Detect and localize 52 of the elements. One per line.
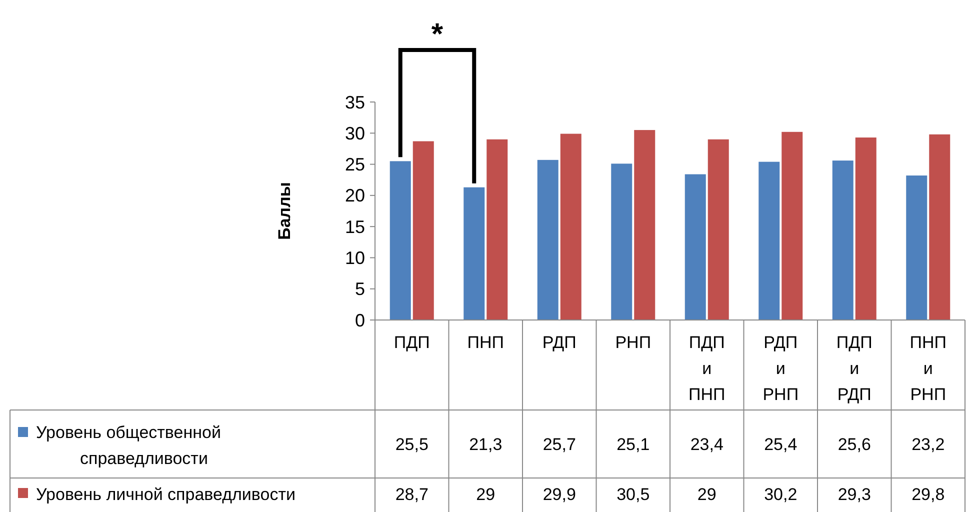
y-tick-label: 5 — [354, 279, 365, 300]
data-label: 29,3 — [838, 484, 871, 504]
data-label: 29,8 — [912, 484, 945, 504]
bar — [929, 134, 950, 320]
data-label: 28,7 — [395, 484, 428, 504]
bar — [782, 132, 803, 320]
bar — [560, 134, 582, 320]
data-label: 23,4 — [690, 434, 724, 454]
x-tick-label: РДП — [542, 333, 576, 352]
bar — [412, 141, 434, 320]
bar — [906, 175, 928, 320]
data-label: 29 — [697, 484, 716, 504]
data-label: 25,7 — [542, 434, 576, 454]
bar — [758, 162, 780, 320]
data-label: 30,5 — [616, 484, 650, 504]
data-label: 25,5 — [395, 434, 428, 454]
bar — [855, 138, 876, 320]
data-label: 29,9 — [542, 484, 576, 504]
y-tick-label: 10 — [344, 248, 365, 268]
bar — [634, 130, 656, 320]
x-tick-label: РНП — [615, 333, 652, 352]
data-label: 29 — [476, 484, 496, 504]
data-label: 25,6 — [838, 434, 871, 454]
bar — [684, 174, 706, 320]
x-tick-label: ПНП — [467, 333, 504, 352]
y-tick-label: 15 — [344, 216, 365, 237]
y-axis-title: Баллы — [275, 182, 294, 240]
y-tick-label: 30 — [344, 123, 365, 144]
bar — [464, 187, 485, 320]
data-label: 23,2 — [912, 434, 945, 454]
x-tick-label: ПДП и ПНП — [688, 333, 726, 404]
y-tick-label: 0 — [354, 310, 365, 330]
text: * — [431, 18, 444, 51]
bar — [708, 139, 729, 320]
y-tick-label: 20 — [344, 186, 365, 206]
bar — [390, 161, 411, 320]
data-label: 25,1 — [616, 434, 650, 454]
data-label: 25,4 — [764, 434, 798, 454]
bar — [537, 160, 558, 320]
data-label: 21,3 — [469, 434, 502, 454]
data-label: 30,2 — [764, 484, 798, 504]
x-tick-label: ПДП и РДП — [836, 333, 872, 404]
y-tick-label: 35 — [344, 92, 365, 112]
x-tick-label: РДП и РНП — [762, 333, 799, 404]
bar — [832, 160, 854, 320]
x-tick-label: ПНП и РНП — [910, 333, 946, 404]
bar — [486, 139, 508, 320]
legend-label: Уровень личной справедливости — [36, 485, 296, 504]
bar — [611, 164, 632, 320]
legend-label: Уровень общественной справедливости — [36, 423, 221, 468]
x-tick-label: ПДП — [394, 333, 430, 352]
y-tick-label: 25 — [344, 154, 365, 175]
